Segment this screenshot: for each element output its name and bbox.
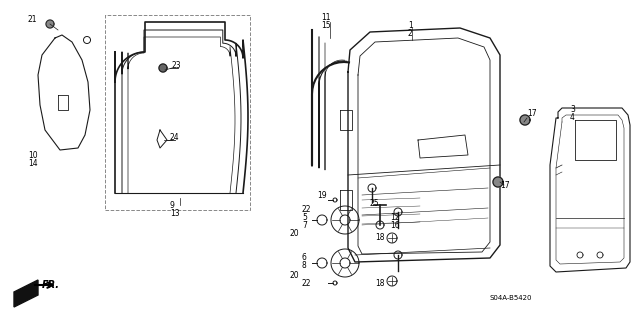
Text: 19: 19 [317,191,326,201]
Text: 16: 16 [390,220,399,229]
Polygon shape [520,115,530,125]
Text: 23: 23 [172,61,182,70]
Text: 18: 18 [375,234,385,242]
Polygon shape [14,280,38,307]
Text: 17: 17 [527,108,536,117]
Text: 22: 22 [302,278,312,287]
Text: 18: 18 [375,278,385,287]
Text: 12: 12 [390,213,399,222]
Text: 25: 25 [370,199,380,209]
Text: 5: 5 [302,213,307,222]
Text: FR.: FR. [42,280,60,290]
Text: 1: 1 [408,20,413,29]
Text: 21: 21 [27,16,36,25]
Text: 11: 11 [321,13,330,23]
Text: 14: 14 [28,159,38,167]
Text: 20: 20 [290,228,300,238]
Text: 6: 6 [302,254,307,263]
Text: 2: 2 [408,28,413,38]
Text: 10: 10 [28,151,38,160]
Text: S04A-B5420: S04A-B5420 [490,295,532,301]
Text: 9: 9 [170,201,175,210]
Text: 24: 24 [170,132,180,142]
Text: 20: 20 [290,271,300,279]
Polygon shape [493,177,503,187]
Polygon shape [159,64,167,72]
Text: 7: 7 [302,220,307,229]
Text: 17: 17 [500,181,509,189]
Text: 13: 13 [170,209,180,218]
Text: 3: 3 [570,106,575,115]
Text: 4: 4 [570,114,575,122]
Text: 8: 8 [302,261,307,270]
Text: 22: 22 [302,205,312,214]
Text: 15: 15 [321,21,331,31]
Polygon shape [46,20,54,28]
